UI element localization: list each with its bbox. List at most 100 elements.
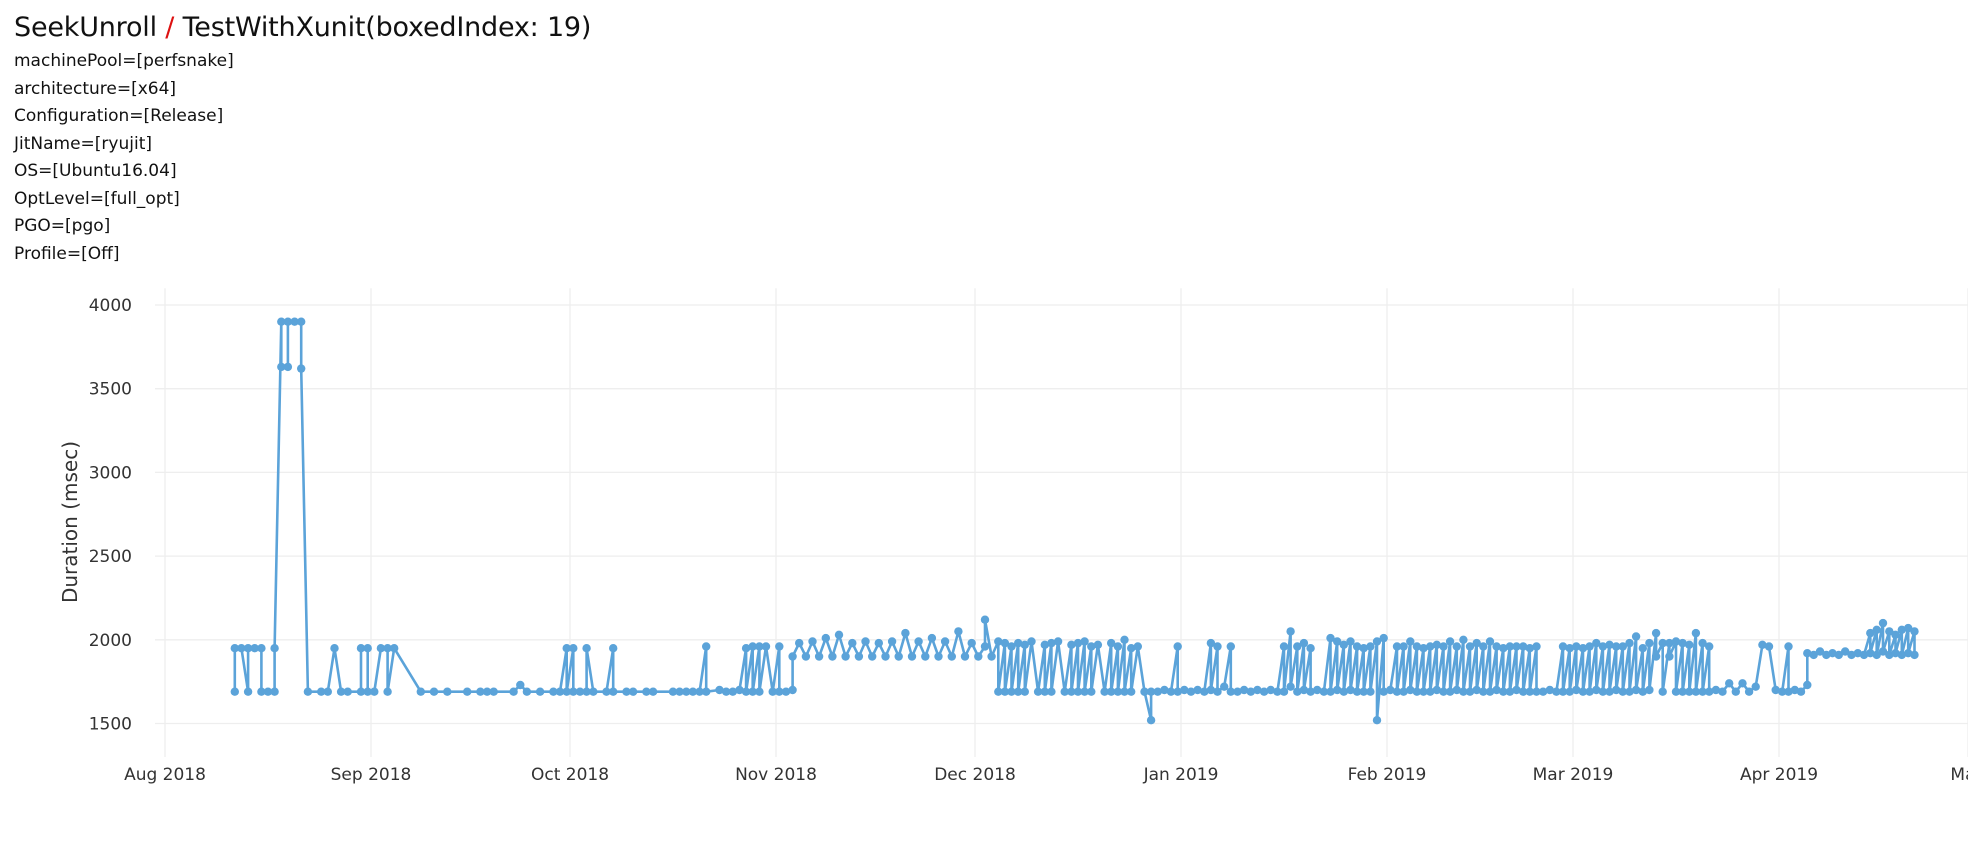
data-point[interactable] [602,687,611,696]
data-point[interactable] [980,642,990,651]
data-point[interactable] [642,687,651,696]
data-point[interactable] [1891,649,1900,658]
data-point[interactable] [1399,642,1408,651]
data-point[interactable] [1512,642,1521,651]
data-point[interactable] [1346,685,1355,695]
data-point[interactable] [788,652,797,661]
data-point[interactable] [569,687,578,696]
data-point[interactable] [1233,687,1242,696]
data-point[interactable] [1872,650,1881,660]
data-point[interactable] [516,680,525,690]
data-point[interactable] [1153,687,1162,696]
data-point[interactable] [1485,687,1495,696]
data-point[interactable] [1014,638,1023,648]
data-point[interactable] [1618,642,1628,651]
data-point[interactable] [1173,642,1182,651]
data-point[interactable] [1020,687,1029,696]
data-point[interactable] [1545,685,1555,695]
data-point[interactable] [1027,637,1036,646]
data-point[interactable] [994,687,1003,696]
data-point[interactable] [509,687,518,696]
data-point[interactable] [755,687,764,696]
data-point[interactable] [463,687,472,696]
data-point[interactable] [1738,679,1747,688]
data-point[interactable] [801,652,811,661]
data-point[interactable] [1784,642,1793,651]
data-point[interactable] [1492,685,1501,695]
data-point[interactable] [1299,638,1309,648]
data-point[interactable] [609,687,618,696]
data-point[interactable] [1904,623,1913,633]
data-point[interactable] [1512,685,1521,695]
data-point[interactable] [1598,642,1608,651]
data-point[interactable] [1107,687,1116,696]
data-point[interactable] [1651,628,1661,638]
data-point[interactable] [489,687,498,696]
data-point[interactable] [1200,687,1209,696]
data-point[interactable] [297,317,306,326]
data-point[interactable] [994,637,1003,646]
data-point[interactable] [927,633,937,643]
data-point[interactable] [894,652,903,661]
data-point[interactable] [1764,642,1774,651]
data-point[interactable] [1725,679,1734,688]
data-point[interactable] [303,687,313,696]
data-point[interactable] [1173,687,1182,696]
data-point[interactable] [1605,640,1614,649]
data-point[interactable] [1638,687,1648,696]
data-point[interactable] [1299,685,1309,695]
data-point[interactable] [1180,685,1189,695]
data-point[interactable] [648,687,658,696]
data-point[interactable] [874,638,883,648]
data-point[interactable] [1206,638,1216,648]
data-point[interactable] [562,687,571,696]
data-point[interactable] [1419,687,1428,696]
data-point[interactable] [1572,685,1581,695]
data-point[interactable] [1771,685,1780,695]
data-point[interactable] [1612,642,1621,651]
data-point[interactable] [1625,638,1634,648]
data-point[interactable] [1472,685,1481,695]
data-point[interactable] [582,644,591,653]
data-point[interactable] [1897,625,1907,634]
data-point[interactable] [1073,638,1083,648]
data-point[interactable] [695,687,704,696]
data-point[interactable] [1872,625,1881,634]
data-point[interactable] [1878,647,1888,656]
data-point[interactable] [1525,687,1535,696]
data-point[interactable] [1698,687,1707,696]
data-point[interactable] [1273,687,1282,696]
data-point[interactable] [1186,687,1196,696]
data-point[interactable] [940,637,950,646]
data-point[interactable] [230,644,239,653]
data-point[interactable] [1592,638,1601,648]
data-point[interactable] [901,628,910,638]
data-point[interactable] [1658,687,1667,696]
data-point[interactable] [868,652,877,661]
data-point[interactable] [1891,630,1900,639]
data-point[interactable] [277,362,286,372]
data-point[interactable] [1246,687,1256,696]
data-point[interactable] [1904,649,1913,658]
data-point[interactable] [775,642,784,651]
data-point[interactable] [1828,649,1837,658]
data-point[interactable] [1306,644,1315,653]
data-point[interactable] [416,687,425,696]
data-point[interactable] [1631,632,1641,641]
data-point[interactable] [1379,633,1388,643]
data-point[interactable] [1784,687,1793,696]
data-point[interactable] [1866,649,1875,658]
data-point[interactable] [1213,642,1222,651]
data-point[interactable] [429,687,439,696]
data-point[interactable] [363,644,372,653]
data-point[interactable] [1459,635,1468,644]
data-point[interactable] [356,687,366,696]
data-point[interactable] [622,687,631,696]
data-point[interactable] [1691,628,1701,638]
data-point[interactable] [1651,652,1661,661]
data-point[interactable] [336,687,346,696]
data-point[interactable] [1226,642,1236,651]
data-point[interactable] [987,652,996,661]
data-point[interactable] [1007,687,1016,696]
data-point[interactable] [1113,687,1123,696]
